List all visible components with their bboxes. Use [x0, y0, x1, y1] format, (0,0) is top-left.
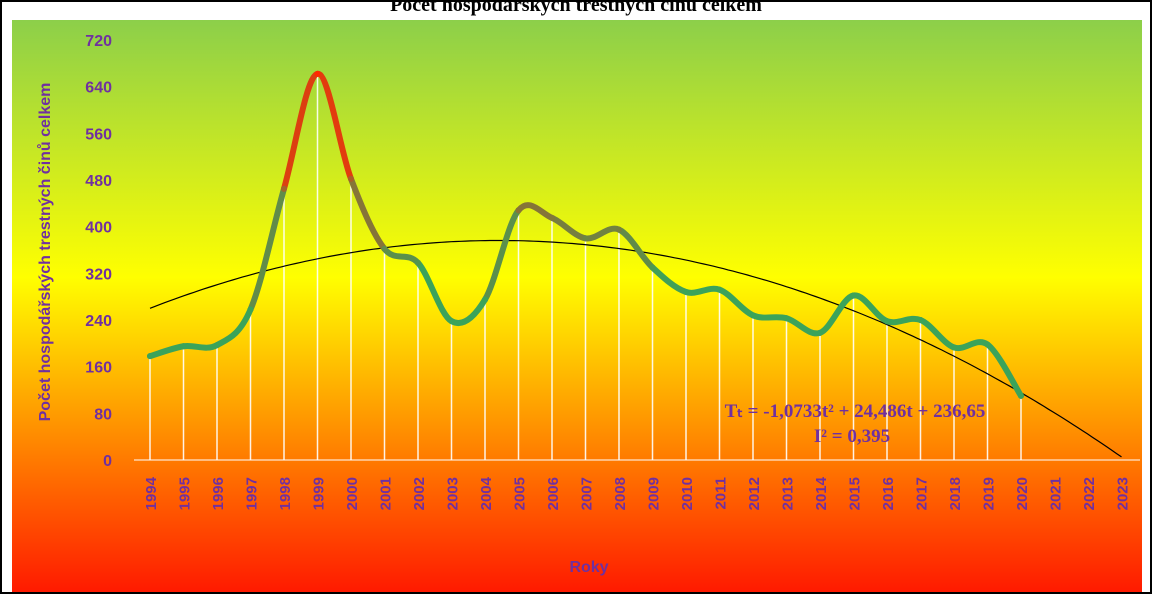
data-point: [415, 259, 421, 266]
x-tick-label: 2018: [947, 477, 964, 510]
data-point: [281, 185, 287, 192]
series-segment: [314, 70, 354, 182]
data-point: [750, 312, 756, 319]
x-tick-label: 2009: [646, 477, 663, 510]
y-tick-label: 80: [94, 406, 112, 423]
x-tick-label: 2019: [981, 477, 998, 510]
x-tick-label: 2004: [478, 476, 495, 510]
x-tick-label: 2015: [847, 477, 864, 510]
data-point: [817, 329, 823, 336]
data-point: [951, 344, 957, 351]
x-tick-label: 2023: [1115, 477, 1132, 510]
x-axis-label: Roky: [569, 559, 608, 576]
x-tick-label: 2006: [545, 477, 562, 510]
x-tick-label: 2014: [813, 476, 830, 510]
x-tick-label: 2003: [445, 477, 462, 510]
x-tick-label: 2011: [713, 477, 730, 510]
x-tick-label: 2013: [780, 477, 797, 510]
series-segment: [482, 207, 522, 303]
data-point: [348, 175, 354, 182]
data-series: [147, 70, 1024, 399]
data-point: [549, 214, 555, 221]
series-segment: [281, 70, 321, 192]
x-tick-label: 2010: [679, 477, 696, 510]
series-segment: [984, 341, 1024, 399]
x-tick-label: 2021: [1048, 477, 1065, 510]
data-point: [1018, 392, 1024, 399]
data-point: [448, 318, 455, 325]
data-point: [247, 306, 254, 313]
x-tick-label: 1999: [311, 477, 328, 510]
y-tick-label: 480: [85, 173, 112, 190]
data-point: [917, 317, 924, 323]
y-tick-labels: 0 80 160 240 320 400 480 560 640 720: [85, 33, 112, 470]
x-tick-label: 2022: [1081, 477, 1098, 510]
series-segment: [716, 286, 756, 319]
series-segment: [817, 292, 857, 336]
series-segment: [515, 202, 555, 221]
series-segment: [214, 306, 254, 349]
x-tick-label: 1995: [177, 477, 194, 510]
series-segment: [884, 315, 924, 326]
x-tick-label: 2008: [612, 477, 629, 510]
x-tick-label: 2000: [344, 477, 361, 510]
trend-r-squared: I² = 0,395: [814, 426, 890, 447]
x-tick-label: 2016: [880, 477, 897, 510]
series-segment: [180, 342, 220, 351]
data-point: [616, 226, 622, 233]
data-point: [381, 245, 388, 252]
x-tick-label: 2001: [378, 477, 395, 510]
series-segment: [616, 226, 656, 271]
series-segment: [247, 185, 287, 313]
series-segment: [750, 312, 790, 322]
series-segment: [415, 259, 455, 325]
data-point: [783, 315, 790, 322]
data-point: [984, 341, 991, 348]
y-tick-label: 640: [85, 80, 112, 97]
y-tick-label: 0: [103, 453, 112, 470]
drop-lines: [149, 73, 1022, 460]
series-segment: [348, 175, 388, 252]
y-tick-label: 320: [85, 266, 112, 283]
data-point: [716, 286, 723, 293]
y-axis-label: Počet hospodářských trestných činů celke…: [37, 83, 54, 422]
data-point: [649, 264, 656, 271]
x-tick-label: 1994: [143, 476, 160, 510]
trend-equation: Tₜ = -1,0733t² + 24,486t + 236,65: [725, 401, 986, 422]
series-segment: [381, 245, 421, 266]
x-tick-label: 1998: [277, 477, 294, 510]
x-tick-label: 1997: [244, 477, 261, 510]
data-point: [482, 296, 488, 303]
x-tick-label: 2020: [1014, 477, 1031, 510]
x-tick-label: 2007: [579, 477, 596, 510]
series-segment: [649, 264, 689, 295]
data-point: [850, 292, 857, 299]
data-point: [515, 207, 522, 214]
x-tick-label: 2017: [914, 477, 931, 510]
data-point: [214, 342, 220, 349]
y-tick-label: 240: [85, 313, 112, 330]
y-tick-label: 720: [85, 33, 112, 50]
x-tick-label: 2012: [746, 477, 763, 510]
data-point: [884, 318, 890, 325]
data-point: [180, 343, 187, 350]
y-tick-label: 400: [85, 220, 112, 237]
chart-title: Počet hospodářských trestných činů celke…: [390, 0, 762, 16]
data-point: [314, 70, 321, 77]
series-segment: [917, 317, 957, 351]
x-tick-labels: 1994 1995 1996 1997 1998 1999 2000 2001 2002 2003…: [143, 476, 1132, 510]
x-tick-label: 1996: [210, 477, 227, 510]
data-point: [683, 289, 689, 295]
plot-background: [12, 20, 1142, 592]
y-tick-label: 560: [85, 126, 112, 143]
y-tick-label: 160: [85, 360, 112, 377]
data-point: [147, 353, 153, 360]
x-tick-label: 2005: [512, 477, 529, 510]
data-point: [582, 235, 589, 242]
x-tick-label: 2002: [411, 477, 428, 510]
